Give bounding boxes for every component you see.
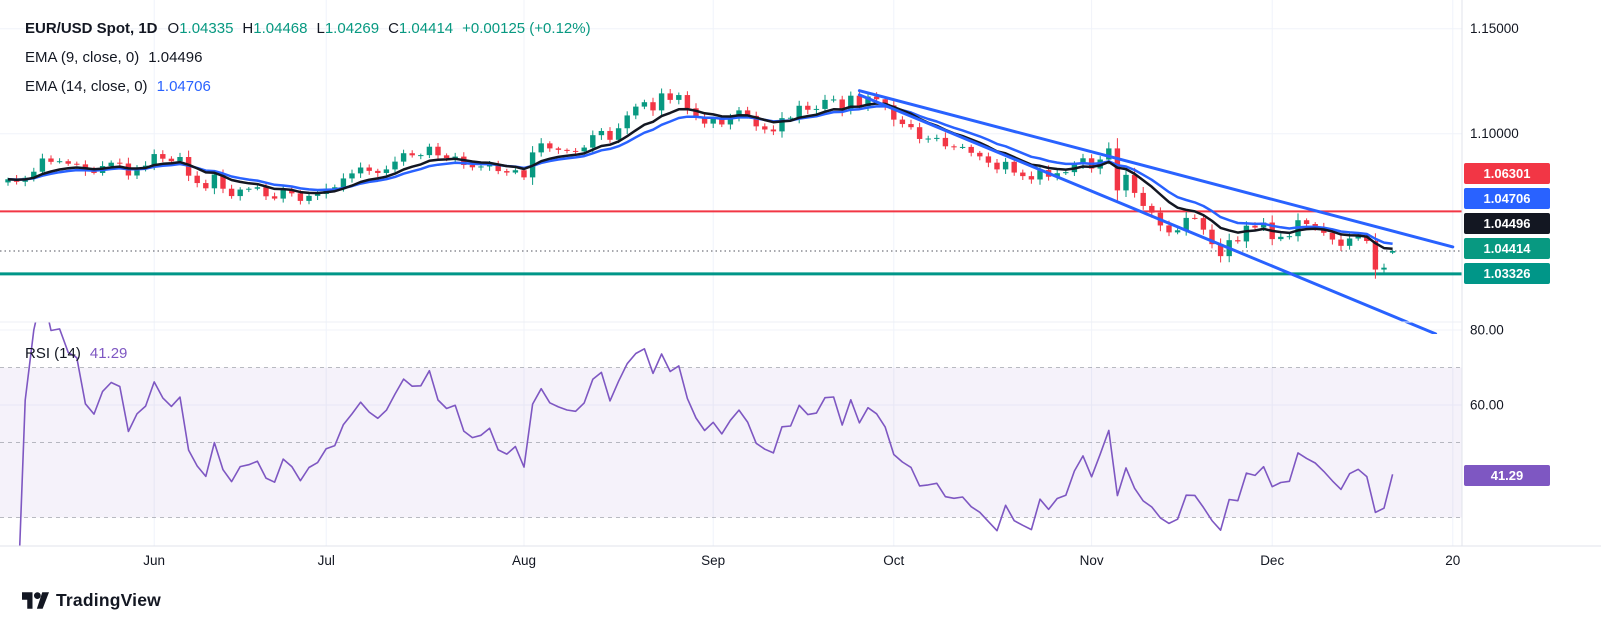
time-axis[interactable] xyxy=(0,546,1601,580)
rsi-pane[interactable] xyxy=(0,292,1462,630)
rsi-value: 41.29 xyxy=(89,345,128,362)
high-number: 1.04468 xyxy=(253,20,308,37)
symbol-title[interactable]: EUR/USD Spot, 1D xyxy=(25,20,158,37)
time-axis-label: Aug xyxy=(512,553,536,568)
price-tick-label: 1.10000 xyxy=(1470,126,1519,141)
time-axis-label: Oct xyxy=(883,553,904,568)
rsi-legend-row[interactable]: RSI (14) 41.29 xyxy=(25,345,127,362)
time-axis-label: 20 xyxy=(1445,553,1460,568)
symbol-legend-row[interactable]: EUR/USD Spot, 1D O1.04335 H1.04468 L1.04… xyxy=(25,20,591,37)
rsi-legend: RSI (14) 41.29 xyxy=(25,345,127,362)
price-axis-label: 1.06301 xyxy=(1464,163,1550,185)
rsi-tick-label: 60.00 xyxy=(1470,398,1504,413)
price-axis-label: 1.03326 xyxy=(1464,263,1550,285)
rsi-line[interactable] xyxy=(17,292,1394,630)
time-axis-label: Jun xyxy=(143,553,165,568)
ema14-legend-row[interactable]: EMA (14, close, 0) 1.04706 xyxy=(25,78,591,95)
ema9-legend-row[interactable]: EMA (9, close, 0) 1.04496 xyxy=(25,49,591,66)
time-axis-label: Sep xyxy=(701,553,725,568)
ema14-line[interactable] xyxy=(7,105,1393,246)
low-value: L1.04269 xyxy=(317,20,380,37)
rsi-tick-label: 80.00 xyxy=(1470,323,1504,338)
close-value: C1.04414 xyxy=(388,20,453,37)
price-axis-label: 41.29 xyxy=(1464,464,1550,486)
low-number: 1.04269 xyxy=(324,20,380,37)
brand-name: TradingView xyxy=(56,590,161,610)
ema9-value: 1.04496 xyxy=(148,49,203,66)
trend-line[interactable] xyxy=(857,93,1438,334)
close-key: C xyxy=(388,20,399,37)
tradingview-attribution[interactable]: TradingView xyxy=(22,590,161,611)
ema9-line[interactable] xyxy=(7,102,1393,250)
price-axis-label: 1.04496 xyxy=(1464,213,1550,235)
time-axis-label: Dec xyxy=(1260,553,1284,568)
price-axis-label: 1.04414 xyxy=(1464,238,1550,260)
ema9-label: EMA (9, close, 0) xyxy=(25,49,140,66)
main-chart-legend: EUR/USD Spot, 1D O1.04335 H1.04468 L1.04… xyxy=(25,20,591,107)
open-value: O1.04335 xyxy=(168,20,234,37)
ema14-value: 1.04706 xyxy=(156,78,211,95)
tradingview-logo-icon[interactable] xyxy=(22,590,49,611)
time-axis-label: Jul xyxy=(318,553,335,568)
rsi-label: RSI (14) xyxy=(25,345,81,362)
low-key: L xyxy=(316,20,325,37)
price-tick-label: 1.15000 xyxy=(1470,21,1519,36)
trend-line[interactable] xyxy=(857,89,1455,249)
open-key: O xyxy=(167,20,180,37)
high-key: H xyxy=(242,20,254,37)
change-value: +0.00125 (+0.12%) xyxy=(462,20,591,37)
open-number: 1.04335 xyxy=(179,20,234,37)
price-pane[interactable] xyxy=(0,88,1462,334)
price-axis-label: 1.04706 xyxy=(1464,188,1550,210)
close-number: 1.04414 xyxy=(398,20,454,37)
ema14-label: EMA (14, close, 0) xyxy=(25,78,148,95)
time-axis-label: Nov xyxy=(1080,553,1104,568)
high-value: H1.04468 xyxy=(242,20,307,37)
